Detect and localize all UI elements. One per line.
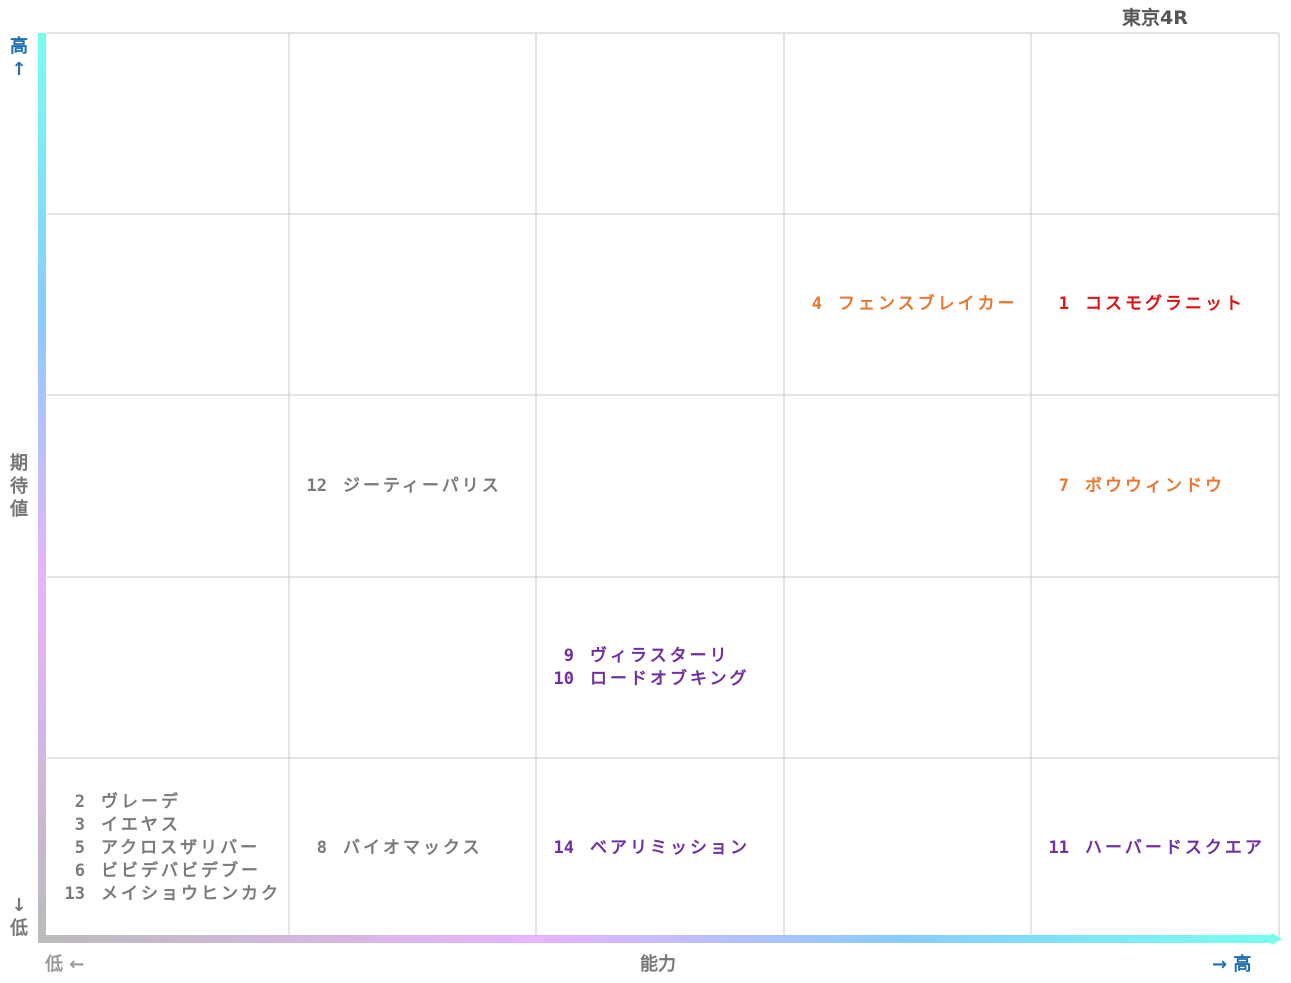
cell: 2 ヴレーデ 3 イエヤス 5 アクロスザリバー 6 ビビデバビデブー 13 メイショウヒンカク xyxy=(47,758,289,939)
x-axis-high: → 高 xyxy=(1212,954,1252,975)
entry-number: 10 xyxy=(553,668,574,689)
entry-name: ハーバードスクエア xyxy=(1085,838,1265,858)
entry: 9 ヴィラスターリ xyxy=(536,645,784,668)
entry-name: ヴレーデ xyxy=(101,792,181,812)
entry-name: コスモグラニット xyxy=(1085,294,1245,314)
cell: 12 ジーティーパリス xyxy=(289,395,536,577)
entry-number: 13 xyxy=(64,884,85,904)
entry-number: 7 xyxy=(1058,475,1069,496)
entry: 8 バイオマックス xyxy=(289,837,536,860)
entry-name: バイオマックス xyxy=(343,838,483,858)
entry-number: 5 xyxy=(74,838,85,858)
x-axis-arrow xyxy=(1272,933,1282,945)
title: 東京4R xyxy=(1122,7,1188,29)
entry-number: 12 xyxy=(306,475,327,496)
entry: 4 フェンスブレイカー xyxy=(784,293,1031,316)
entry-name: アクロスザリバー xyxy=(101,838,261,858)
entry-number: 14 xyxy=(553,838,574,858)
grid-lines xyxy=(47,32,1280,939)
entry: 14 ベアリミッション xyxy=(536,837,784,860)
y-axis-bar xyxy=(38,33,46,943)
cell: 8 バイオマックス xyxy=(289,758,536,939)
entry-number: 4 xyxy=(811,294,822,314)
entry: 6 ビビデバビデブー xyxy=(47,860,289,883)
entry-name: ビビデバビデブー xyxy=(101,861,261,881)
entry-number: 2 xyxy=(74,792,85,812)
entry: 11 ハーバードスクエア xyxy=(1031,837,1279,860)
entry-name: ジーティーパリス xyxy=(343,475,502,496)
entry: 2 ヴレーデ xyxy=(47,791,289,814)
entry-name: ベアリミッション xyxy=(590,838,750,858)
entry: 12 ジーティーパリス xyxy=(289,475,536,498)
cell: 14 ベアリミッション xyxy=(536,758,784,939)
x-axis-low: 低 ← xyxy=(45,954,85,975)
entry-number: 11 xyxy=(1048,838,1069,858)
cell: 1 コスモグラニット xyxy=(1031,214,1279,395)
y-axis-high: 高↑ xyxy=(10,36,28,80)
y-axis-low: ↓低 xyxy=(10,895,28,939)
cell: 11 ハーバードスクエア xyxy=(1031,758,1279,939)
entry: 13 メイショウヒンカク xyxy=(47,883,289,906)
entry: 10 ロードオブキング xyxy=(536,668,784,691)
entry-number: 8 xyxy=(316,838,327,858)
entry: 3 イエヤス xyxy=(47,814,289,837)
entry: 1 コスモグラニット xyxy=(1031,293,1279,316)
x-axis-bar xyxy=(38,935,1274,943)
entry: 5 アクロスザリバー xyxy=(47,837,289,860)
cell: 9 ヴィラスターリ 10 ロードオブキング xyxy=(536,577,784,758)
entry-name: ボウウィンドウ xyxy=(1085,475,1225,496)
entry-name: ロードオブキング xyxy=(590,668,750,689)
entry-name: メイショウヒンカク xyxy=(101,884,281,904)
entry-name: ヴィラスターリ xyxy=(590,645,730,666)
entry-name: イエヤス xyxy=(101,815,181,835)
y-axis-label: 期待値 xyxy=(10,453,28,520)
entry-name: フェンスブレイカー xyxy=(838,294,1018,314)
entry-number: 9 xyxy=(563,645,574,666)
x-axis-label: 能力 xyxy=(640,954,676,975)
entry-number: 3 xyxy=(74,815,85,835)
cell: 4 フェンスブレイカー xyxy=(784,214,1031,395)
entry: 7 ボウウィンドウ xyxy=(1031,475,1279,498)
cell: 7 ボウウィンドウ xyxy=(1031,395,1279,577)
entry-number: 1 xyxy=(1058,294,1069,314)
entry-number: 6 xyxy=(74,861,85,881)
